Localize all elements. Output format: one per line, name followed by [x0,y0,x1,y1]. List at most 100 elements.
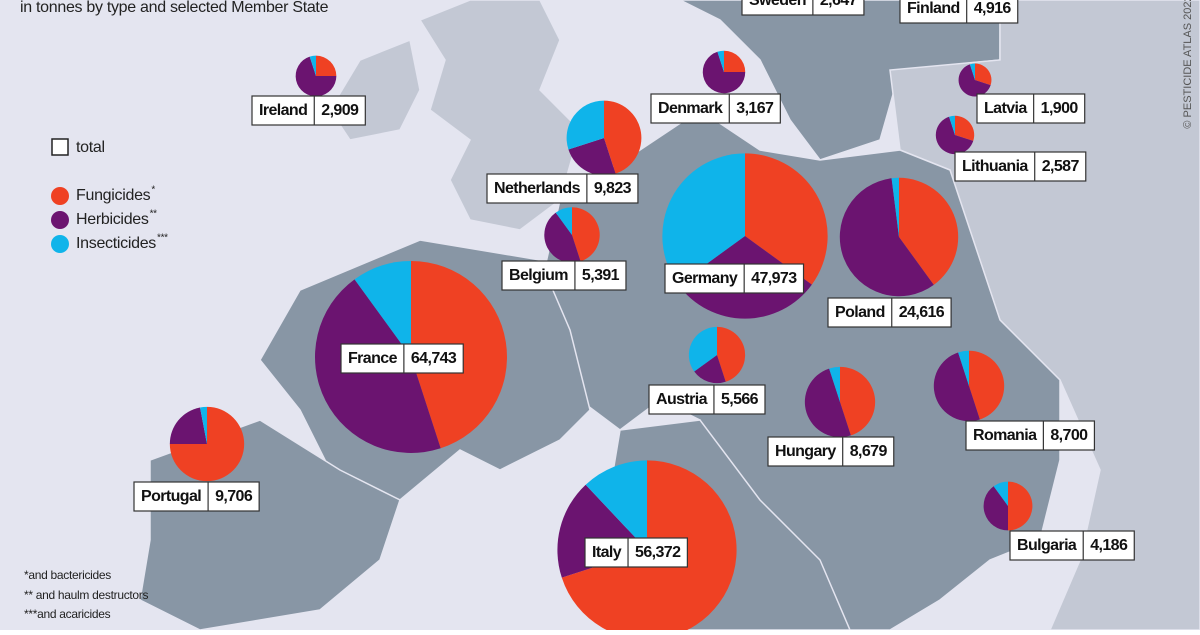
legend-label: Insecticides [76,235,156,252]
pie-slice [585,460,647,550]
country-total: 2,587 [1042,158,1080,175]
country-total: 47,973 [751,270,797,287]
country-name: Belgium [509,267,568,284]
legend-mark: *** [157,233,168,244]
label-box [650,93,781,124]
pie-slice [829,366,840,402]
pie-slice [694,355,726,384]
label-box [340,343,464,374]
country-label: Germany 47,973 [664,263,805,294]
pie-slice [993,481,1008,506]
label-box [741,0,865,16]
pie-slice [316,55,337,76]
pie-slice [969,350,1005,420]
pie-slice [566,100,604,150]
country-name: Bulgaria [1017,537,1077,554]
pie-slice [295,56,337,97]
country-label: Italy 56,372 [584,537,688,568]
pie-slice [899,177,959,285]
pie-slice [955,115,975,141]
country-label: Portugal 9,706 [133,481,260,512]
country-name: Austria [656,391,708,408]
credit: © PESTICIDE ATLAS 2022 [1182,0,1194,129]
legend-swatch [51,235,69,253]
country-total: 8,700 [1050,427,1088,444]
country-label: Romania 8,700 [965,420,1096,451]
country-total: 9,706 [215,488,253,505]
country-name: Poland [835,304,885,321]
pie-slice [662,153,745,285]
country-label: Denmark 3,167 [650,93,781,124]
country-label: Bulgaria 4,186 [1009,530,1135,561]
label-box [133,481,260,512]
country-name: Sweden [749,0,806,9]
country-total: 64,743 [411,350,457,367]
country-label: Hungary 8,679 [767,436,895,467]
pie-slice [983,486,1008,531]
pie-slice [804,368,851,438]
pie-slice [958,64,991,97]
legend-label: Fungicides [76,187,151,204]
country-total: 1,900 [1041,100,1079,117]
pie-slice [1008,481,1033,531]
country-label: France 64,743 [340,343,464,374]
country-total: 24,616 [899,304,945,321]
pie-slice [544,212,581,263]
label-box [1009,530,1135,561]
country-total: 3,167 [736,100,774,117]
country-total: 56,372 [635,544,681,561]
label-box [965,420,1096,451]
country-total: 8,679 [850,443,888,460]
pie-slice [604,100,642,174]
legend-swatch [51,187,69,205]
pie-slice [568,138,616,176]
label-box [251,95,366,126]
pie-slice [717,50,724,72]
country-name: Germany [672,270,738,287]
pie-slice [717,326,746,382]
country-label: Ireland 2,909 [251,95,366,126]
label-box [899,0,1019,24]
label-box [976,93,1086,124]
label-box [827,297,952,328]
country-label: Austria 5,566 [648,384,766,415]
pie-slice [309,55,316,76]
country-name: Hungary [775,443,836,460]
country-name: Romania [973,427,1037,444]
country-label: Netherlands 9,823 [486,173,639,204]
pie-slice [969,63,975,80]
country-label: Finland 4,916 [899,0,1019,24]
country-name: Ireland [259,102,307,119]
pie-slice [745,153,828,285]
pie-slice [688,326,717,372]
legend-total: total [76,139,105,156]
pie-slice [839,178,934,297]
pie-slice [958,350,969,386]
label-box [501,260,627,291]
country-total: 2,909 [321,102,359,119]
country-label: Lithuania 2,587 [954,151,1087,182]
pie-slice [200,406,207,444]
footnote: *and bactericides [24,568,111,582]
label-box [954,151,1087,182]
pie-slice [354,261,411,357]
country-total: 9,823 [594,180,632,197]
pie-slice [975,63,992,86]
legend-mark: * [151,185,155,196]
pie-slice [933,352,980,422]
country-name: Italy [592,544,622,561]
country-name: Lithuania [962,158,1028,175]
legend-total-swatch [51,138,69,156]
pie-slice [935,116,974,155]
pie-slice [702,51,746,94]
country-label: Sweden 2,647 [741,0,865,16]
pie-slice [949,115,955,135]
country-total: 5,391 [582,267,620,284]
label-box [648,384,766,415]
country-label: Poland 24,616 [827,297,952,328]
country-name: Finland [907,0,960,17]
label-box [767,436,895,467]
label-box [664,263,805,294]
country-name: Latvia [984,100,1027,117]
